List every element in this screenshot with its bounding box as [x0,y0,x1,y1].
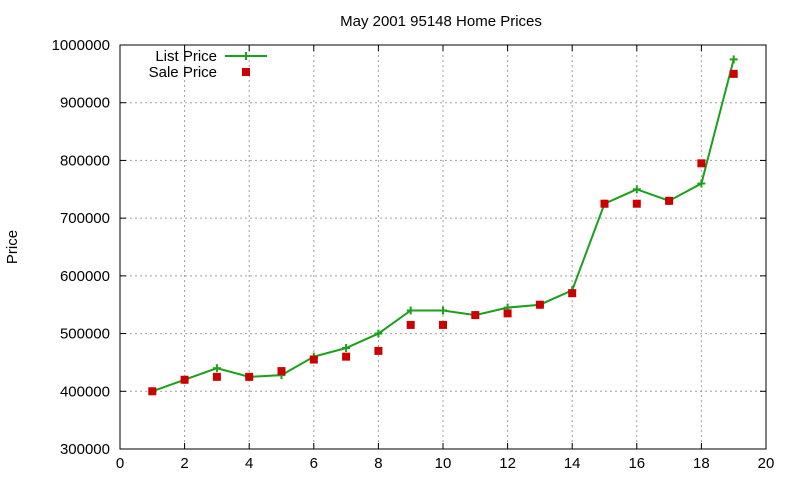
x-tick-label: 2 [180,455,188,472]
x-tick-label: 14 [564,455,581,472]
sale-price-point [309,355,318,364]
y-tick-label: 900000 [60,95,110,112]
sale-price-point [697,159,706,168]
x-tick-label: 0 [116,455,124,472]
list-price-point [697,179,706,188]
sale-price-point [374,346,383,355]
y-tick-label: 300000 [60,441,110,458]
x-tick-label: 6 [310,455,318,472]
sale-price-point [503,309,512,318]
x-tick-label: 20 [758,455,775,472]
list-price-point [374,329,383,338]
x-tick-label: 12 [499,455,516,472]
grid [120,45,766,449]
list-price-point [406,306,415,315]
chart-title: May 2001 95148 Home Prices [340,13,542,30]
x-tick-label: 18 [693,455,710,472]
y-tick-label: 500000 [60,326,110,343]
axis-ticks: 0 2 4 6 8 10 12 14 16 18 20 300000 400000 500000 60000… [52,37,775,472]
sale-price-point [729,69,738,78]
sale-price-point [665,196,674,205]
plot-series [148,55,738,396]
sale-price-point [148,387,157,396]
sale-price-point [180,375,189,384]
sale-price-point [632,199,641,208]
legend-plus-marker [242,52,250,60]
sale-price-point [277,367,286,376]
sale-price-point [212,372,221,381]
sale-price-point [568,289,577,298]
sale-price-point [342,352,351,361]
sale-price-point [245,372,254,381]
list-price-point [212,364,221,373]
y-tick-label: 400000 [60,383,110,400]
sale-price-point [535,300,544,309]
series-sale-price [148,69,738,396]
list-price-point [439,306,447,315]
list-price-point [632,185,641,194]
x-tick-label: 4 [245,455,253,472]
list-price-point [342,344,351,352]
y-tick-label: 1000000 [52,37,110,54]
sale-price-point [471,311,480,320]
y-tick-label: 800000 [60,152,110,169]
sale-price-point [439,320,447,329]
list-price-point [729,55,738,64]
x-tick-label: 10 [435,455,452,472]
x-tick-label: 16 [628,455,645,472]
sale-price-point [600,199,609,208]
sale-price-point [406,320,415,329]
y-axis-label: Price [4,230,21,264]
plot-frame [119,44,767,450]
legend-label: Sale Price [149,64,217,81]
legend-square-swatch [242,68,250,76]
y-tick-label: 700000 [60,210,110,227]
legend-label: List Price [155,48,217,65]
x-tick-label: 8 [374,455,382,472]
y-tick-label: 600000 [60,268,110,285]
